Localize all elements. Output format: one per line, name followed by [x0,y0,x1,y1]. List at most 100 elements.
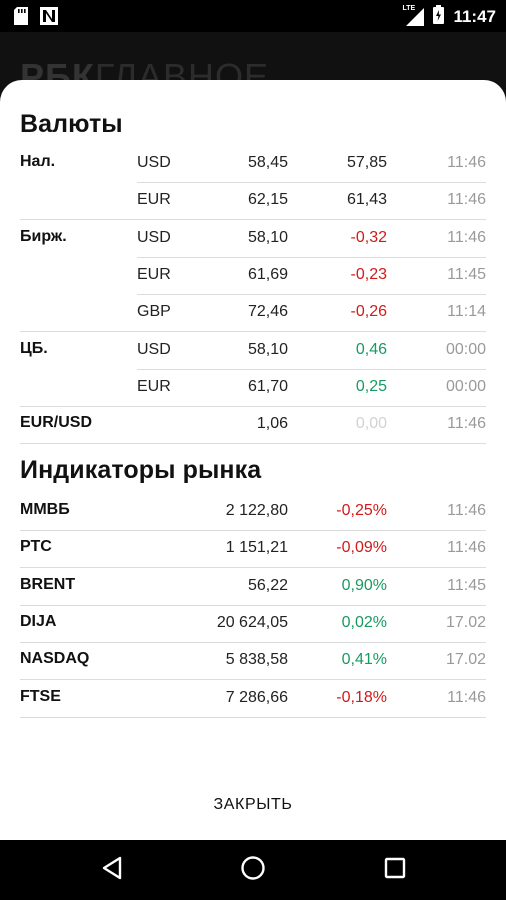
indicator-name: РТС [20,538,52,556]
indicator-name: ММВБ [20,501,70,518]
row-divider [20,331,486,333]
status-bar: LTE 11:47 [0,0,506,32]
indicator-time: 11:46 [447,502,486,519]
currency-time: 00:00 [445,340,486,358]
currency-value: 58,10 [247,340,288,358]
home-button[interactable] [238,855,268,885]
indicator-row: FTSE 7 286,66 -0,18% 11:46 [0,681,506,718]
indicators-title: Индикаторы рынка [20,456,262,484]
sd-card-icon [14,7,28,30]
indicator-value: 1 151,21 [225,539,288,557]
currency-time: 11:46 [447,154,486,171]
indicator-time: 17.02 [445,651,486,669]
currency-value: 62,15 [247,191,288,209]
row-divider [137,293,486,295]
currency-value: 58,10 [247,228,288,246]
indicator-time: 11:45 [447,576,486,594]
recents-button[interactable] [380,855,410,885]
indicator-row: РТС 1 151,21 -0,09% 11:46 [0,531,506,569]
indicator-value: 7 286,66 [225,688,288,706]
currency-code: USD [137,228,171,246]
clock: 11:47 [453,7,496,26]
indicator-change: -0,18% [336,688,387,706]
currency-change: 0,00 [355,415,387,433]
currency-change: 57,85 [346,154,387,171]
currency-group-label: ЦБ. [20,339,48,357]
indicator-row: DIJA 20 624,05 0,02% 17.02 [0,606,506,643]
row-divider [20,567,486,569]
currency-change: -0,23 [350,265,387,283]
indicator-value: 2 122,80 [225,502,288,519]
indicator-change: -0,25% [336,502,387,519]
currency-group-label: Бирж. [20,227,67,245]
back-icon [101,856,123,885]
indicator-row: NASDAQ 5 838,58 0,41% 17.02 [0,643,506,681]
currency-row: Нал. USD 58,45 57,85 11:46 [0,146,506,183]
indicator-value: 20 624,05 [216,613,288,631]
row-divider [20,405,486,407]
currency-row: GBP 72,46 -0,26 11:14 [0,295,506,333]
currency-time: 11:46 [447,415,486,433]
indicator-name: FTSE [20,687,61,705]
row-divider [20,219,486,221]
currency-row: EUR 61,69 -0,23 11:45 [0,258,506,295]
row-divider [20,443,486,445]
currency-change: 61,43 [346,191,387,209]
indicator-time: 17.02 [445,613,486,631]
indicator-change: -0,09% [336,539,387,557]
close-button[interactable]: ЗАКРЫТЬ [213,796,293,813]
currency-value: 72,46 [247,303,288,321]
currency-time: 11:46 [447,228,486,246]
navigation-bar [0,840,506,900]
battery-icon [433,5,445,29]
currency-time: 00:00 [445,377,486,395]
indicator-change: 0,41% [341,651,387,669]
currency-time: 11:14 [447,303,486,321]
row-divider [20,530,486,531]
currency-row: EUR/USD 1,06 0,00 11:46 [0,407,506,445]
indicator-time: 11:46 [447,688,486,706]
currency-change: 0,25 [355,377,387,395]
indicator-name: NASDAQ [20,650,90,668]
currency-group-label: EUR/USD [20,414,93,432]
currency-group-label: Нал. [20,153,56,170]
indicator-value: 5 838,58 [225,651,288,669]
indicator-row: ММВБ 2 122,80 -0,25% 11:46 [0,494,506,531]
currency-time: 11:45 [447,265,486,283]
currency-row: Бирж. USD 58,10 -0,32 11:46 [0,221,506,258]
indicator-name: DIJA [20,612,57,630]
currency-code: USD [137,340,171,358]
currency-change: -0,26 [350,303,387,321]
signal-icon: LTE [402,5,425,26]
n-notification-icon [40,7,58,30]
indicator-change: 0,90% [341,576,387,594]
currency-code: EUR [137,191,171,209]
rates-dialog: Валюты Нал. USD 58,45 57,85 11:46 EUR 62,15 61,… [0,80,506,840]
indicator-change: 0,02% [341,613,387,631]
currency-row: EUR 62,15 61,43 11:46 [0,183,506,221]
network-label: LTE [402,5,416,12]
row-divider [137,256,486,258]
currency-row: EUR 61,70 0,25 00:00 [0,370,506,407]
home-icon [240,855,266,886]
currency-value: 61,69 [247,265,288,283]
row-divider [137,182,486,183]
currency-change: 0,46 [355,340,387,358]
row-divider [20,716,486,718]
back-button[interactable] [97,855,127,885]
row-divider [20,679,486,681]
currency-code: USD [137,154,171,171]
currency-value: 1,06 [256,415,288,433]
indicator-name: BRENT [20,575,76,593]
currency-row: ЦБ. USD 58,10 0,46 00:00 [0,333,506,370]
indicator-row: BRENT 56,22 0,90% 11:45 [0,569,506,606]
row-divider [20,641,486,643]
currency-code: EUR [137,265,171,283]
currency-code: EUR [137,377,171,395]
recents-icon [384,857,406,884]
currency-change: -0,32 [350,228,387,246]
currency-value: 61,70 [247,377,288,395]
row-divider [137,368,486,370]
currency-value: 58,45 [247,154,288,171]
row-divider [20,604,486,606]
